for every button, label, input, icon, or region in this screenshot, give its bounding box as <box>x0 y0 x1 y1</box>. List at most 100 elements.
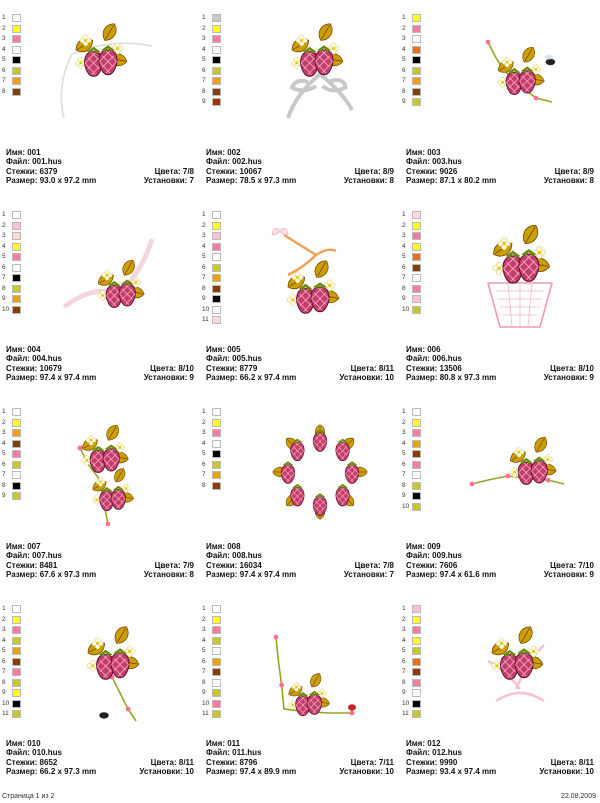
swatch-color <box>412 605 421 614</box>
color-swatch-row: 10 <box>2 699 32 710</box>
color-swatch-row: 2 <box>2 24 32 35</box>
size-row: Размер: 87.1 x 80.2 mm Установки: 8 <box>406 176 594 185</box>
color-swatch-row: 9 <box>202 688 232 699</box>
swatch-number: 10 <box>2 699 10 707</box>
color-swatch-row: 6 <box>402 460 432 471</box>
swatch-color <box>412 450 421 459</box>
color-swatch-row: 9 <box>202 294 232 305</box>
swatch-number: 8 <box>402 284 406 292</box>
swatch-color <box>212 211 221 220</box>
swatch-color <box>12 689 21 698</box>
color-swatch-row: 11 <box>202 315 232 326</box>
swatch-color <box>412 615 421 624</box>
embroidery-preview <box>440 402 600 542</box>
swatch-number: 2 <box>202 221 206 229</box>
swatch-color <box>212 657 221 666</box>
design-file: Файл: 007.hus <box>6 551 62 561</box>
swatch-number: 10 <box>202 305 210 313</box>
swatch-number: 7 <box>2 77 6 85</box>
design-info: Имя: 006 Файл: 006.hus Стежки: 13506 Цвет… <box>406 345 594 383</box>
swatch-number: 6 <box>2 460 6 468</box>
swatch-number: 8 <box>202 678 206 686</box>
embroidery-preview <box>240 8 400 148</box>
swatch-color <box>12 418 21 427</box>
design-card: 1 2 3 4 5 6 7 8 9 10 11 Имя: 010 Файл: 010. <box>0 591 200 788</box>
swatch-color <box>412 56 421 65</box>
swatch-number: 3 <box>2 626 6 634</box>
stitches-row: Стежки: 10067 Цвета: 8/9 <box>206 167 394 176</box>
color-swatch-row: 5 <box>202 646 232 657</box>
design-stitches: Стежки: 8779 <box>206 363 258 373</box>
size-row: Размер: 78.5 x 97.3 mm Установки: 8 <box>206 176 394 185</box>
swatch-color <box>12 242 21 251</box>
design-stitches: Стежки: 13506 <box>406 363 462 373</box>
swatch-color <box>212 87 221 96</box>
swatch-number: 7 <box>402 668 406 676</box>
swatch-number: 4 <box>2 242 6 250</box>
design-card: 1 2 3 4 5 6 7 8 9 10 Имя: 004 Файл: 004.hu <box>0 197 200 394</box>
color-swatch-row: 2 <box>2 418 32 429</box>
swatch-color <box>12 77 21 86</box>
design-colors: Цвета: 8/11 <box>550 757 594 767</box>
design-stitches: Стежки: 16034 <box>206 560 262 570</box>
swatch-color <box>212 66 221 75</box>
swatch-color <box>212 460 221 469</box>
design-size: Размер: 97.4 x 89.9 mm <box>206 767 297 777</box>
color-swatch-row: 6 <box>402 263 432 274</box>
design-size: Размер: 66.2 x 97.4 mm <box>206 373 297 383</box>
design-stops: Установки: 10 <box>339 767 394 777</box>
design-card: 1 2 3 4 5 6 7 8 9 10 11 Имя: 011 Файл: 011. <box>200 591 400 788</box>
swatch-number: 4 <box>402 45 406 53</box>
design-colors: Цвета: 7/8 <box>154 166 194 176</box>
design-stops: Установки: 10 <box>139 767 194 777</box>
color-swatch-row: 1 <box>202 604 232 615</box>
swatch-color <box>12 87 21 96</box>
swatch-color <box>212 408 221 417</box>
stitches-row: Стежки: 8796 Цвета: 7/11 <box>206 758 394 767</box>
swatch-color <box>412 87 421 96</box>
design-size: Размер: 87.1 x 80.2 mm <box>406 176 497 186</box>
design-file: Файл: 001.hus <box>6 157 62 167</box>
swatch-number: 5 <box>202 450 206 458</box>
color-swatch-row: 4 <box>2 242 32 253</box>
design-file: Файл: 003.hus <box>406 157 462 167</box>
color-swatch-row: 4 <box>2 636 32 647</box>
swatch-number: 6 <box>402 66 406 74</box>
swatch-color <box>412 626 421 635</box>
swatch-color <box>412 471 421 480</box>
color-swatch-row: 4 <box>402 242 432 253</box>
swatch-color <box>12 408 21 417</box>
swatch-color <box>212 77 221 86</box>
color-swatch-row: 11 <box>202 709 232 720</box>
color-swatch-row: 6 <box>2 657 32 668</box>
color-swatch-row: 3 <box>202 428 232 439</box>
swatch-color <box>412 439 421 448</box>
swatch-color <box>12 471 21 480</box>
color-swatch-row: 10 <box>402 502 432 513</box>
design-name: Имя: 001 <box>6 148 41 157</box>
file-row: Файл: 001.hus <box>6 157 194 166</box>
color-swatch-row: 4 <box>402 45 432 56</box>
swatch-color <box>412 45 421 54</box>
swatch-color <box>12 263 21 272</box>
name-row: Имя: 007 <box>6 542 194 551</box>
swatch-color <box>212 605 221 614</box>
design-stitches: Стежки: 10067 <box>206 166 262 176</box>
design-colors: Цвета: 8/9 <box>554 166 594 176</box>
design-card: 1 2 3 4 5 6 7 8 9 10 11 Имя: 012 Файл: 012. <box>400 591 600 788</box>
stitches-row: Стежки: 16034 Цвета: 7/8 <box>206 561 394 570</box>
swatch-number: 8 <box>402 87 406 95</box>
file-row: Файл: 002.hus <box>206 157 394 166</box>
color-swatch-list: 1 2 3 4 5 6 7 8 9 10 11 <box>402 604 432 720</box>
swatch-number: 1 <box>202 211 206 219</box>
color-swatch-row: 7 <box>2 667 32 678</box>
swatch-color <box>412 211 421 220</box>
swatch-number: 1 <box>2 408 6 416</box>
color-swatch-row: 4 <box>202 439 232 450</box>
color-swatch-list: 1 2 3 4 5 6 7 8 <box>2 13 32 97</box>
swatch-number: 2 <box>2 418 6 426</box>
color-swatch-row: 1 <box>202 407 232 418</box>
color-swatch-row: 2 <box>202 615 232 626</box>
swatch-number: 2 <box>402 24 406 32</box>
swatch-color <box>412 678 421 687</box>
